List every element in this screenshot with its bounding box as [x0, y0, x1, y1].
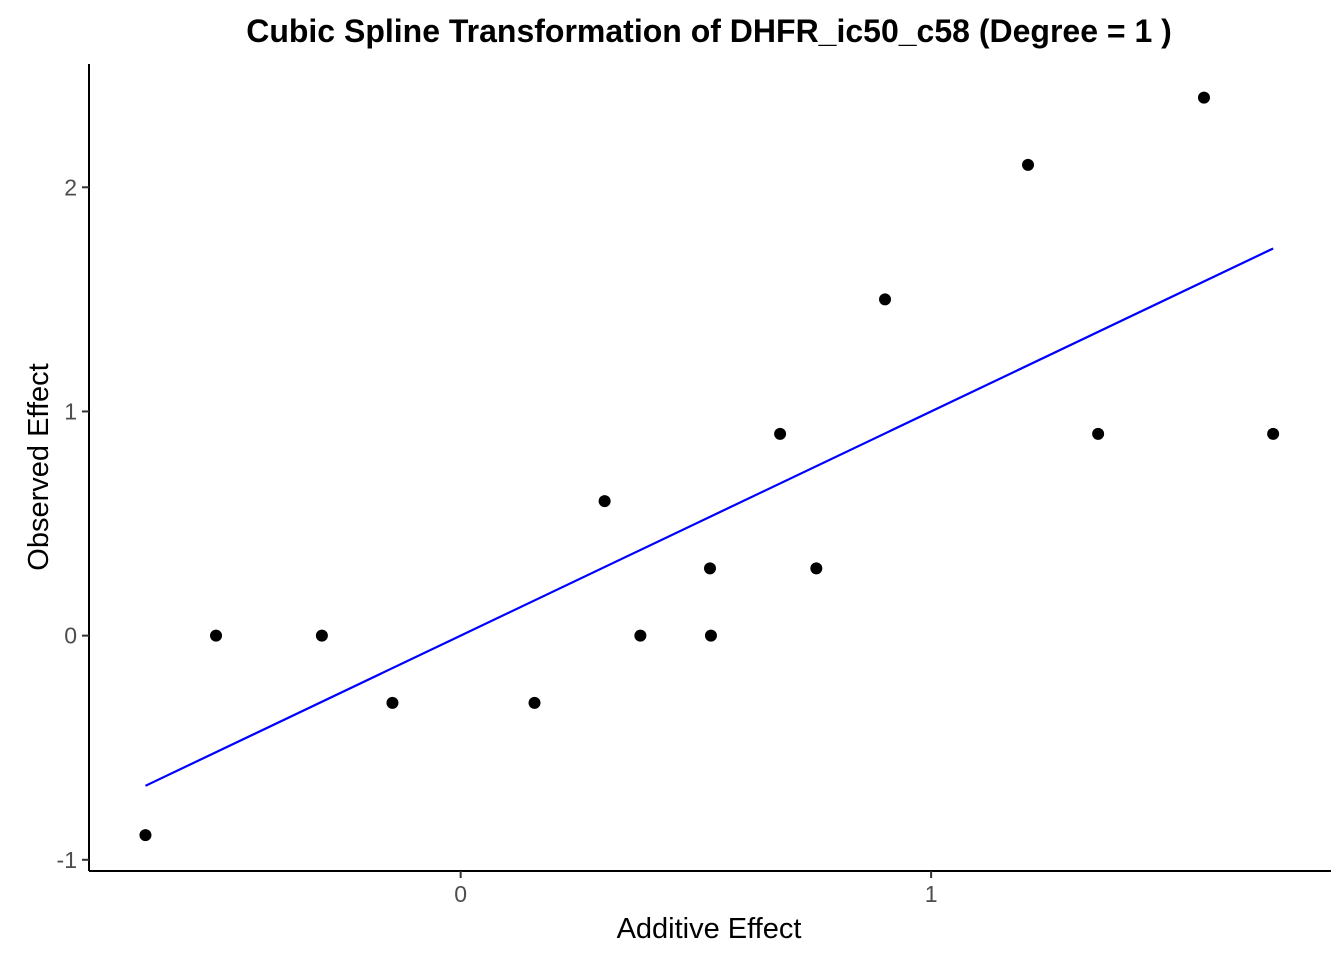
data-point	[528, 696, 541, 709]
x-tick-label: 1	[925, 881, 938, 907]
data-point	[704, 629, 717, 642]
x-axis-label: Additive Effect	[617, 913, 802, 945]
data-point	[315, 629, 328, 642]
data-point	[634, 629, 647, 642]
data-point	[810, 562, 823, 575]
y-tick-label: 2	[64, 174, 77, 200]
data-point	[774, 427, 787, 440]
y-tick-label: -1	[57, 847, 77, 873]
data-point	[879, 293, 892, 306]
plot-area: -1 0 1 2 0 1	[57, 64, 1331, 907]
data-point	[386, 696, 399, 709]
data-point	[1197, 91, 1210, 104]
data-point	[1092, 427, 1105, 440]
data-point	[1267, 427, 1280, 440]
chart-title: Cubic Spline Transformation of DHFR_ic50…	[246, 13, 1172, 49]
data-point	[139, 829, 152, 842]
y-tick-label: 0	[64, 623, 77, 649]
data-point	[210, 629, 223, 642]
data-point	[1022, 158, 1035, 171]
x-tick-label: 0	[454, 881, 467, 907]
data-point	[598, 495, 611, 508]
fit-line	[144, 247, 1274, 787]
y-tick-label: 1	[64, 398, 77, 424]
data-point	[704, 562, 716, 575]
y-axis-label: Observed Effect	[23, 363, 55, 570]
